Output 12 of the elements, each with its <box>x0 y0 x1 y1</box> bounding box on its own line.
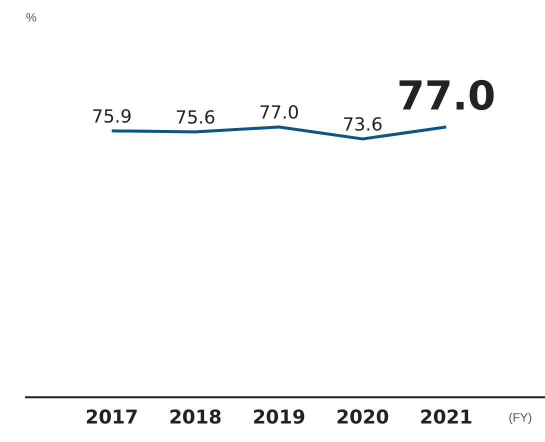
x-tick-label: 2018 <box>168 406 222 429</box>
data-label: 77.0 <box>258 102 300 124</box>
x-tick-label: 2020 <box>336 406 390 429</box>
data-label: 75.9 <box>92 106 132 128</box>
data-label: 73.6 <box>342 114 383 136</box>
x-tick-label: 2019 <box>252 406 306 429</box>
x-tick-label: 2021 <box>420 406 473 429</box>
data-label: 75.6 <box>175 108 216 129</box>
x-axis-title: (FY) <box>508 410 532 425</box>
text: % <box>26 10 37 24</box>
x-tick-label: 2017 <box>85 406 138 429</box>
data-label: 77.0 <box>396 73 496 120</box>
